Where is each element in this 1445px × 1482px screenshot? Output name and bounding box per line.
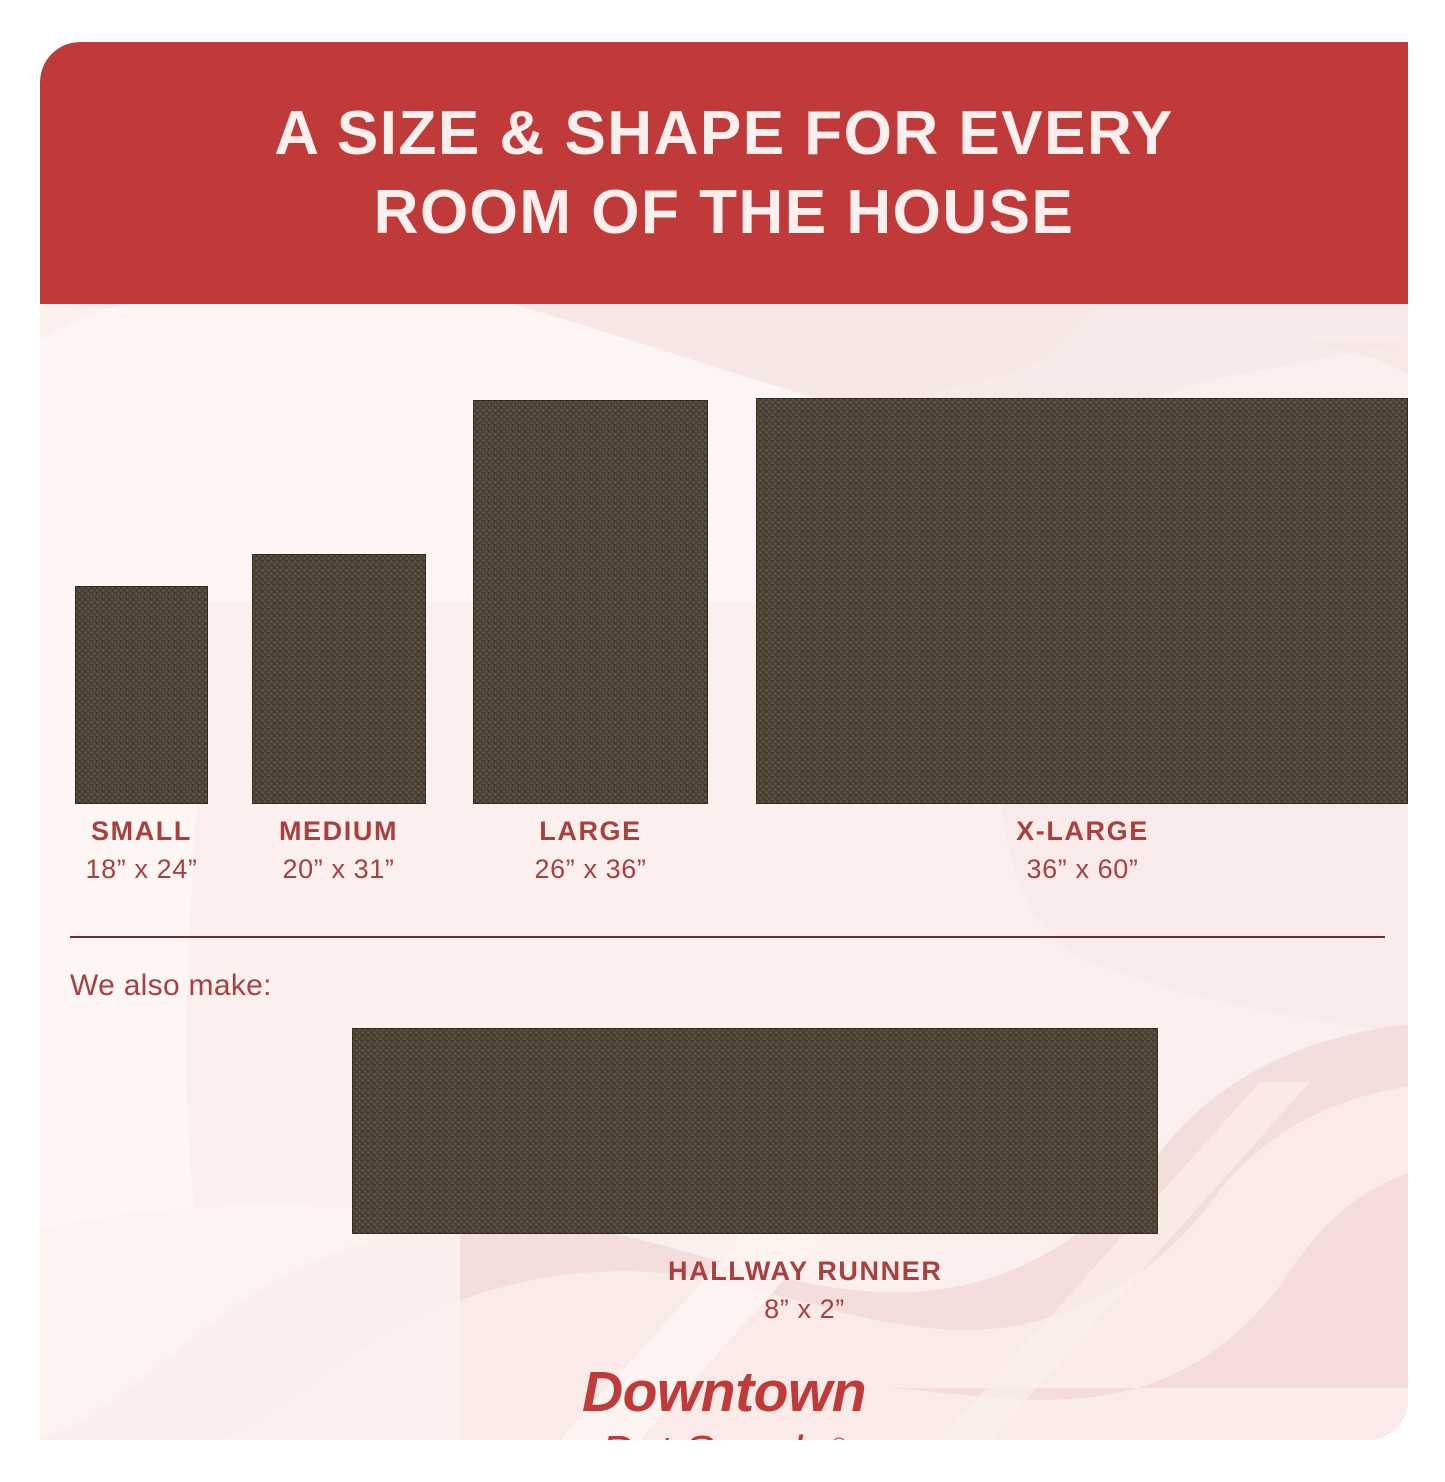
size-comparison-area: SMALL 18” x 24” MEDIUM 20” x 31” LARGE 2… xyxy=(40,304,1408,1440)
mat-name-xlarge: X-LARGE xyxy=(1016,816,1149,846)
mat-swatch-xlarge xyxy=(756,398,1408,804)
mat-name-medium: MEDIUM xyxy=(278,816,399,846)
mat-swatch-large xyxy=(473,400,708,804)
brand-logo: Downtown Pet Supply ® xyxy=(40,1360,1408,1441)
mat-label-large: LARGE 26” x 36” xyxy=(454,816,727,886)
mat-label-hallway-runner: HALLWAY RUNNER 8” x 2” xyxy=(668,1256,941,1326)
mat-dimensions-xlarge: 36” x 60” xyxy=(1026,853,1139,884)
page-title: A SIZE & SHAPE FOR EVERY ROOM OF THE HOU… xyxy=(274,98,1174,247)
mat-label-medium: MEDIUM 20” x 31” xyxy=(202,816,475,886)
mat-name-hallway-runner: HALLWAY RUNNER xyxy=(668,1256,943,1286)
mat-swatch-medium xyxy=(252,554,426,804)
mat-swatch-small xyxy=(75,586,208,804)
header-banner: A SIZE & SHAPE FOR EVERY ROOM OF THE HOU… xyxy=(40,42,1408,304)
mat-name-large: LARGE xyxy=(539,816,642,846)
brand-logo-line1: Downtown xyxy=(581,1360,867,1424)
also-make-intro: We also make: xyxy=(70,969,272,1002)
infographic-card: A SIZE & SHAPE FOR EVERY ROOM OF THE HOU… xyxy=(40,42,1408,1440)
mat-dimensions-hallway-runner: 8” x 2” xyxy=(764,1293,845,1324)
section-divider xyxy=(70,936,1385,938)
brand-logo-line2: Pet Supply xyxy=(601,1426,825,1440)
registered-trademark-icon: ® xyxy=(832,1435,847,1440)
mat-dimensions-large: 26” x 36” xyxy=(534,853,647,884)
mat-dimensions-medium: 20” x 31” xyxy=(282,853,395,884)
mat-label-xlarge: X-LARGE 36” x 60” xyxy=(946,816,1219,886)
mat-swatch-hallway-runner xyxy=(352,1028,1158,1234)
brand-logo-line2-wrapper: Pet Supply ® xyxy=(40,1429,1408,1440)
